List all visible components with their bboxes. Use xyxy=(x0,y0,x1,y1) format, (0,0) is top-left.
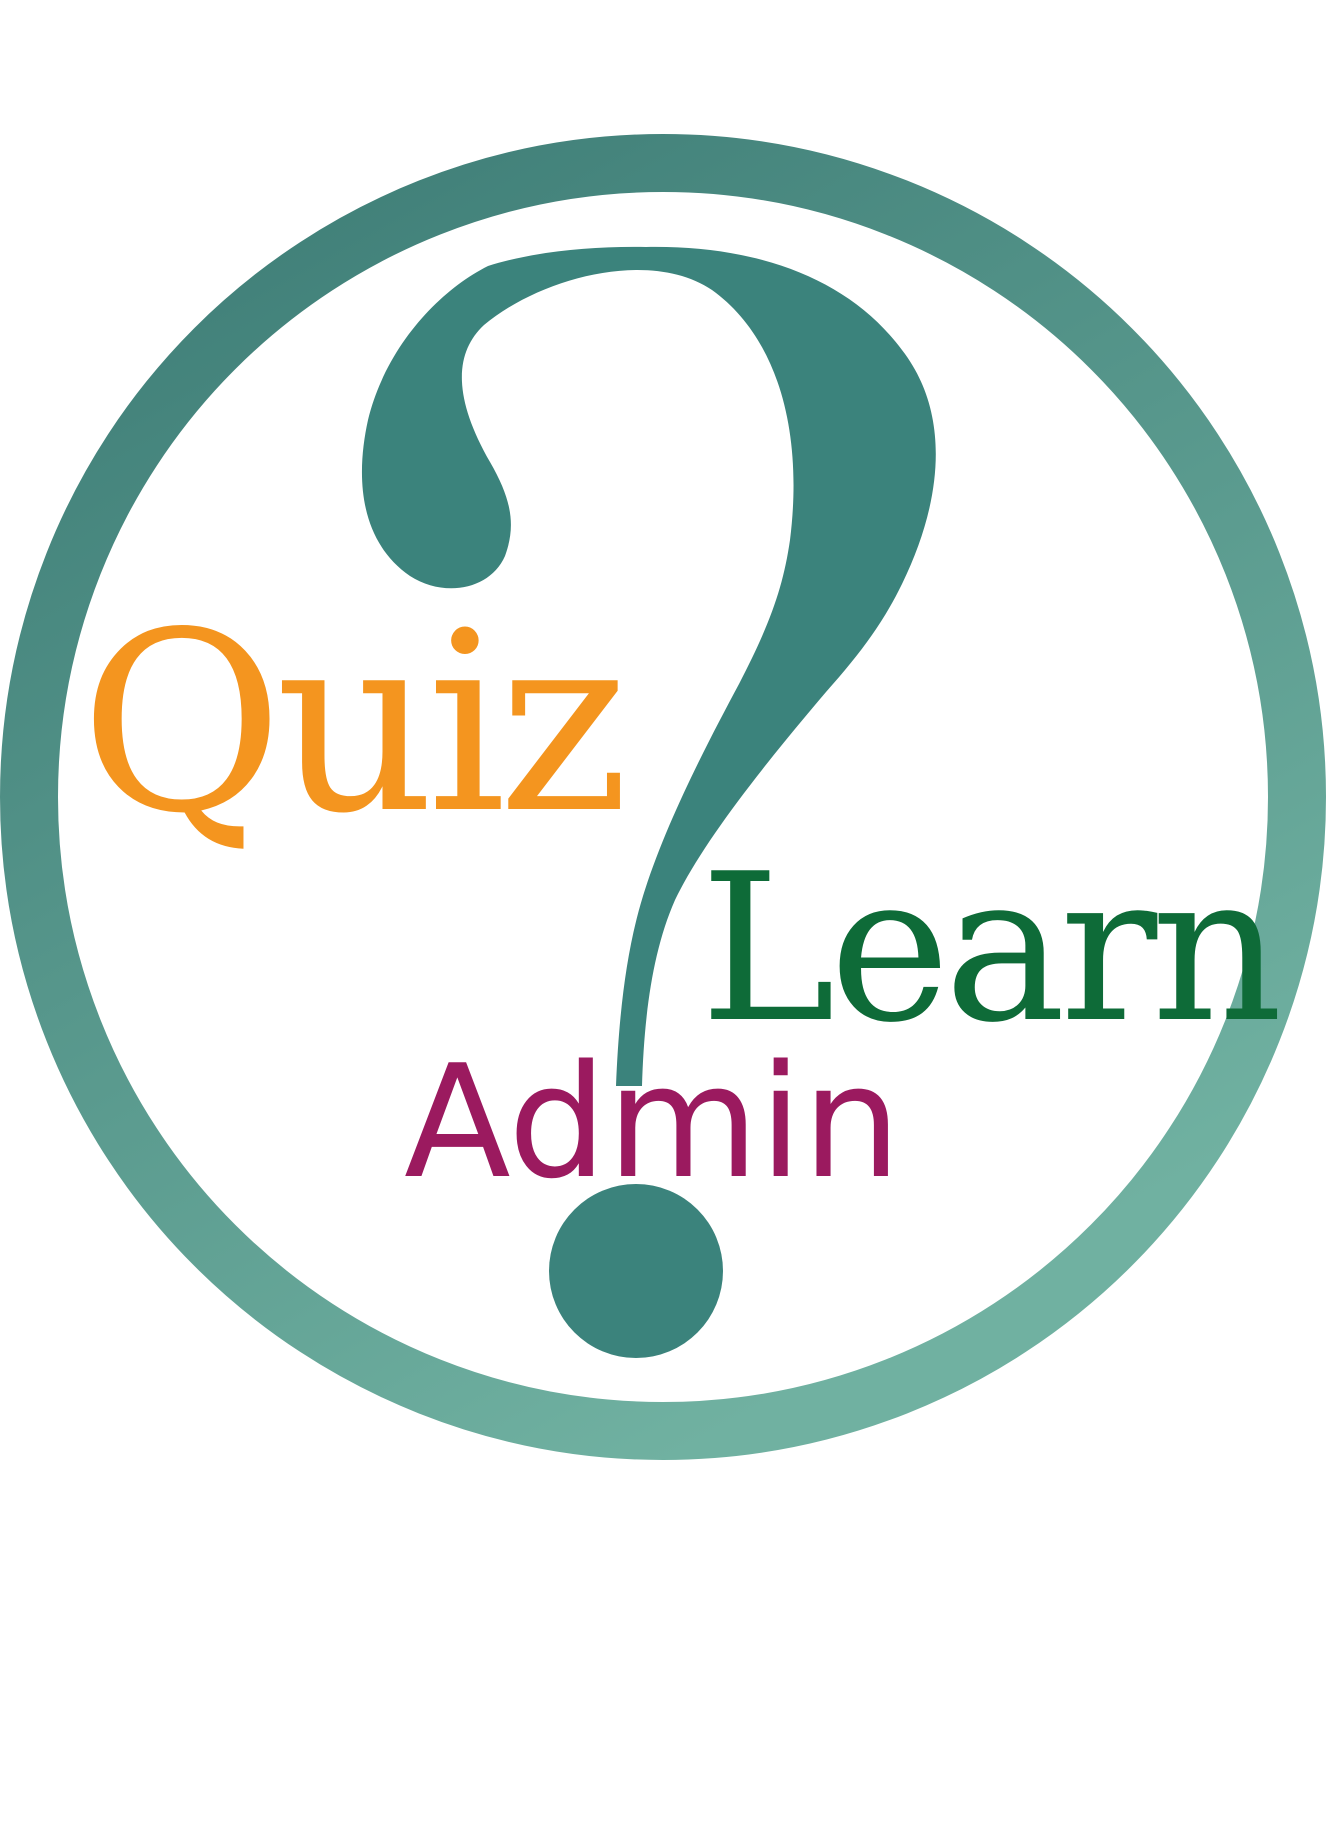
outer-ring xyxy=(0,134,1326,1460)
word-admin: Admin xyxy=(404,1031,902,1213)
question-mark-dot xyxy=(549,1184,723,1358)
word-learn: Learn xyxy=(700,831,1283,1068)
question-mark-hook xyxy=(361,246,936,1087)
question-mark-icon xyxy=(361,246,936,1358)
word-quiz: Quiz xyxy=(80,580,629,868)
